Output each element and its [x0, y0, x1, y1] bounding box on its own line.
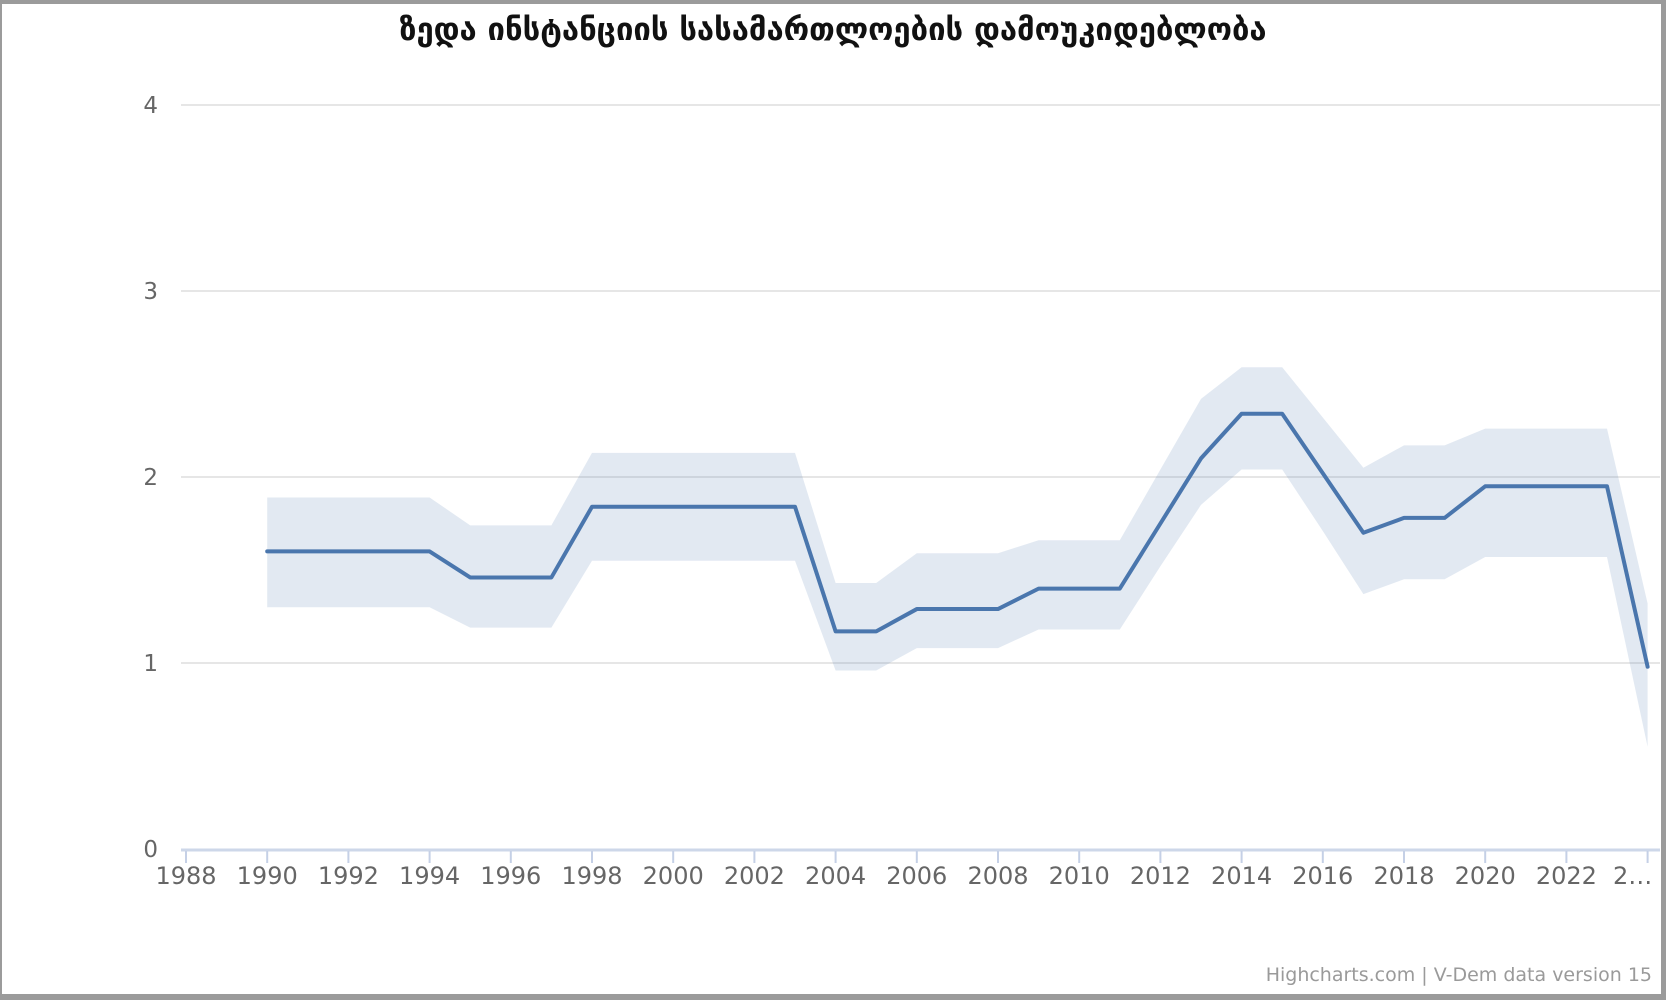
x-axis-label: 2020 — [1455, 862, 1516, 890]
highcharts-credits-link[interactable]: Highcharts.com | V-Dem data version 15 — [1265, 964, 1652, 986]
x-axis-label: 1988 — [155, 862, 216, 890]
x-axis-label: 2014 — [1211, 862, 1272, 890]
x-axis-label: 2012 — [1130, 862, 1191, 890]
x-axis-label: 2022 — [1536, 862, 1597, 890]
x-axis-label: 2… — [1613, 862, 1652, 890]
x-axis-label: 1998 — [561, 862, 622, 890]
x-axis-label: 2010 — [1049, 862, 1110, 890]
x-axis-label: 1994 — [399, 862, 460, 890]
y-axis-label: 0 — [143, 837, 158, 863]
x-axis-label: 2008 — [967, 862, 1028, 890]
y-axis-label: 2 — [143, 465, 158, 491]
x-axis-label: 1990 — [237, 862, 298, 890]
estimate-line-series[interactable] — [265, 411, 1650, 669]
chart-title: ზედა ინსტანციის სასამართლოების დამოუკიდე… — [399, 12, 1267, 48]
x-axis-label: 1996 — [480, 862, 541, 890]
y-axis-label: 1 — [143, 651, 158, 677]
y-axis-label: 4 — [143, 93, 158, 119]
x-axis-label: 2016 — [1292, 862, 1353, 890]
x-axis-label: 2000 — [643, 862, 704, 890]
x-axis-label: 2004 — [805, 862, 866, 890]
x-axis-label: 2018 — [1373, 862, 1434, 890]
x-axis-label: 1992 — [318, 862, 379, 890]
x-axis-label: 2006 — [886, 862, 947, 890]
x-axis-label: 2002 — [724, 862, 785, 890]
y-axis-label: 3 — [143, 279, 158, 305]
confidence-band — [267, 367, 1648, 747]
